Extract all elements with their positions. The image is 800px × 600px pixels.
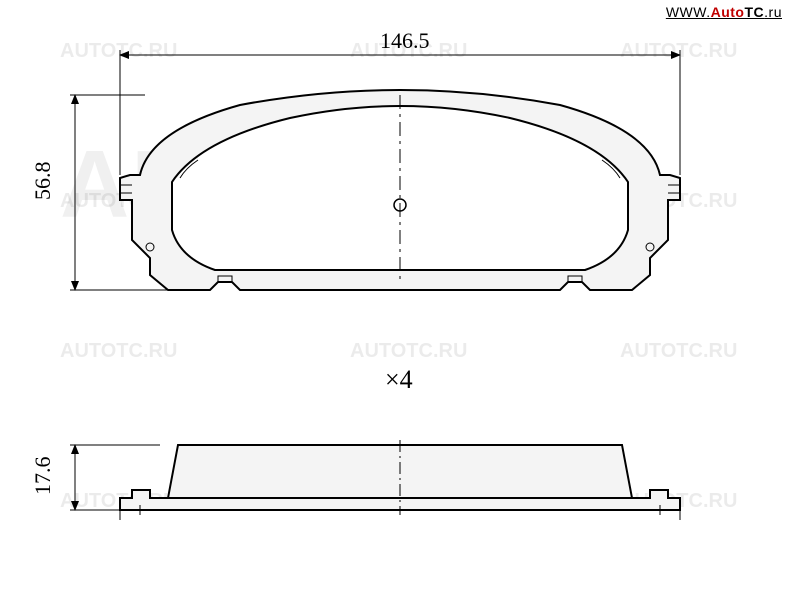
dim-thickness: 17.6	[30, 457, 56, 496]
technical-drawing	[0, 0, 800, 600]
brake-pad-top-view	[70, 50, 680, 290]
dim-height: 56.8	[30, 162, 56, 201]
brake-pad-side-view	[70, 440, 680, 520]
diagram-canvas: AKEBONO AUTOTC.RU AUTOTC.RU AUTOTC.RU AU…	[0, 0, 800, 600]
dim-width: 146.5	[380, 28, 430, 54]
quantity-label: ×4	[385, 365, 413, 395]
